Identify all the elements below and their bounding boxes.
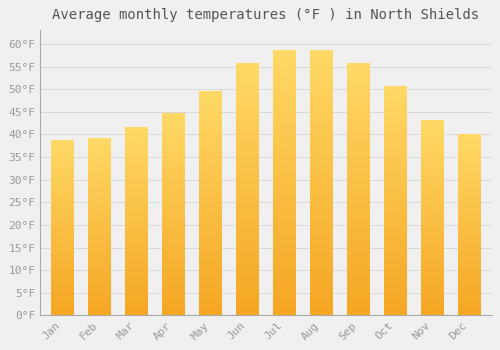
Bar — [384, 87, 407, 315]
Bar — [199, 91, 222, 315]
Bar — [51, 141, 74, 315]
Bar — [347, 64, 370, 315]
Bar — [421, 121, 444, 315]
Bar — [162, 114, 185, 315]
Bar — [310, 51, 333, 315]
Bar — [273, 51, 296, 315]
Title: Average monthly temperatures (°F ) in North Shields: Average monthly temperatures (°F ) in No… — [52, 8, 480, 22]
Bar — [236, 64, 259, 315]
Bar — [458, 134, 481, 315]
Bar — [88, 139, 111, 315]
Bar — [125, 128, 148, 315]
